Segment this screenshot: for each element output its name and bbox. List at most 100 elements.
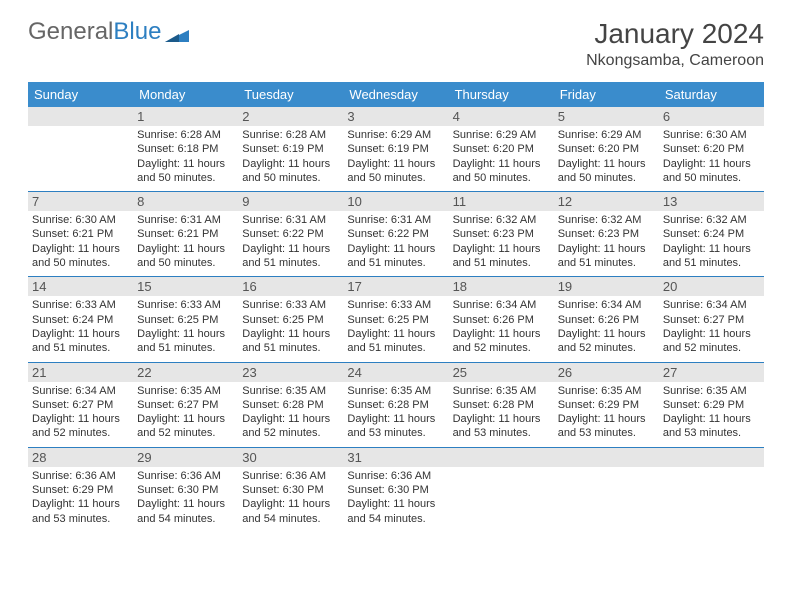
day-details: Sunrise: 6:35 AMSunset: 6:28 PMDaylight:… bbox=[453, 384, 550, 441]
day-cell: 5 Sunrise: 6:29 AMSunset: 6:20 PMDaylight… bbox=[554, 107, 659, 191]
day-cell: 2 Sunrise: 6:28 AMSunset: 6:19 PMDaylight… bbox=[238, 107, 343, 191]
day-details: Sunrise: 6:36 AMSunset: 6:29 PMDaylight:… bbox=[32, 469, 129, 526]
day-number: 22 bbox=[133, 363, 238, 382]
day-cell: 19Sunrise: 6:34 AMSunset: 6:26 PMDayligh… bbox=[554, 277, 659, 361]
day-details: Sunrise: 6:34 AMSunset: 6:27 PMDaylight:… bbox=[32, 384, 129, 441]
day-cell: 6Sunrise: 6:30 AMSunset: 6:20 PMDaylight… bbox=[659, 107, 764, 191]
day-details: Sunrise: 6:32 AMSunset: 6:23 PMDaylight:… bbox=[453, 213, 550, 270]
day-number: . bbox=[659, 448, 764, 467]
day-cell: 3 Sunrise: 6:29 AMSunset: 6:19 PMDaylight… bbox=[343, 107, 448, 191]
day-number: 21 bbox=[28, 363, 133, 382]
day-number: 5 bbox=[554, 107, 659, 126]
day-cell: 17Sunrise: 6:33 AMSunset: 6:25 PMDayligh… bbox=[343, 277, 448, 361]
day-cell: . bbox=[449, 448, 554, 532]
day-details: Sunrise: 6:31 AMSunset: 6:22 PMDaylight:… bbox=[347, 213, 444, 270]
day-cell: 1 Sunrise: 6:28 AMSunset: 6:18 PMDaylight… bbox=[133, 107, 238, 191]
logo-text-general: General bbox=[28, 18, 113, 46]
day-cell: 20Sunrise: 6:34 AMSunset: 6:27 PMDayligh… bbox=[659, 277, 764, 361]
week-row: 21 Sunrise: 6:34 AMSunset: 6:27 PMDayligh… bbox=[28, 363, 764, 448]
week-row: 28 Sunrise: 6:36 AMSunset: 6:29 PMDayligh… bbox=[28, 448, 764, 532]
day-cell: 4 Sunrise: 6:29 AMSunset: 6:20 PMDaylight… bbox=[449, 107, 554, 191]
day-of-week-header: SundayMondayTuesdayWednesdayThursdayFrid… bbox=[28, 82, 764, 107]
day-details: Sunrise: 6:28 AMSunset: 6:18 PMDaylight:… bbox=[137, 128, 234, 185]
day-details: Sunrise: 6:31 AMSunset: 6:21 PMDaylight:… bbox=[137, 213, 234, 270]
day-details: Sunrise: 6:34 AMSunset: 6:26 PMDaylight:… bbox=[453, 298, 550, 355]
dow-friday: Friday bbox=[554, 82, 659, 107]
day-details: Sunrise: 6:32 AMSunset: 6:23 PMDaylight:… bbox=[558, 213, 655, 270]
day-cell: 9Sunrise: 6:31 AMSunset: 6:22 PMDaylight… bbox=[238, 192, 343, 276]
day-details: Sunrise: 6:35 AMSunset: 6:29 PMDaylight:… bbox=[663, 384, 760, 441]
day-cell: 14 Sunrise: 6:33 AMSunset: 6:24 PMDayligh… bbox=[28, 277, 133, 361]
day-number: 18 bbox=[449, 277, 554, 296]
day-number: . bbox=[554, 448, 659, 467]
dow-tuesday: Tuesday bbox=[238, 82, 343, 107]
day-number: 29 bbox=[133, 448, 238, 467]
day-number: . bbox=[449, 448, 554, 467]
month-title: January 2024 bbox=[586, 18, 764, 50]
day-cell: 27 Sunrise: 6:35 AMSunset: 6:29 PMDayligh… bbox=[659, 363, 764, 447]
day-cell: 13 Sunrise: 6:32 AMSunset: 6:24 PMDayligh… bbox=[659, 192, 764, 276]
week-row: 14 Sunrise: 6:33 AMSunset: 6:24 PMDayligh… bbox=[28, 277, 764, 362]
day-number: 1 bbox=[133, 107, 238, 126]
location: Nkongsamba, Cameroon bbox=[586, 52, 764, 70]
day-details: Sunrise: 6:29 AMSunset: 6:19 PMDaylight:… bbox=[347, 128, 444, 185]
day-details: Sunrise: 6:30 AMSunset: 6:20 PMDaylight:… bbox=[663, 128, 760, 185]
day-number: 12 bbox=[554, 192, 659, 211]
day-cell: . bbox=[28, 107, 133, 191]
day-number: 31 bbox=[343, 448, 448, 467]
day-details: Sunrise: 6:33 AMSunset: 6:25 PMDaylight:… bbox=[347, 298, 444, 355]
day-cell: 15 Sunrise: 6:33 AMSunset: 6:25 PMDayligh… bbox=[133, 277, 238, 361]
day-details: Sunrise: 6:33 AMSunset: 6:25 PMDaylight:… bbox=[137, 298, 234, 355]
day-cell: 25 Sunrise: 6:35 AMSunset: 6:28 PMDayligh… bbox=[449, 363, 554, 447]
dow-sunday: Sunday bbox=[28, 82, 133, 107]
dow-thursday: Thursday bbox=[449, 82, 554, 107]
day-number: 23 bbox=[238, 363, 343, 382]
day-details: Sunrise: 6:28 AMSunset: 6:19 PMDaylight:… bbox=[242, 128, 339, 185]
day-number: 16 bbox=[238, 277, 343, 296]
day-cell: . bbox=[554, 448, 659, 532]
day-details: Sunrise: 6:33 AMSunset: 6:25 PMDaylight:… bbox=[242, 298, 339, 355]
day-cell: 23Sunrise: 6:35 AMSunset: 6:28 PMDayligh… bbox=[238, 363, 343, 447]
day-cell: 28 Sunrise: 6:36 AMSunset: 6:29 PMDayligh… bbox=[28, 448, 133, 532]
day-number: 26 bbox=[554, 363, 659, 382]
day-cell: 21 Sunrise: 6:34 AMSunset: 6:27 PMDayligh… bbox=[28, 363, 133, 447]
day-number: 4 bbox=[449, 107, 554, 126]
day-number: 15 bbox=[133, 277, 238, 296]
day-cell: 11 Sunrise: 6:32 AMSunset: 6:23 PMDayligh… bbox=[449, 192, 554, 276]
day-number: 28 bbox=[28, 448, 133, 467]
day-cell: 7Sunrise: 6:30 AMSunset: 6:21 PMDaylight… bbox=[28, 192, 133, 276]
day-cell: 10 Sunrise: 6:31 AMSunset: 6:22 PMDayligh… bbox=[343, 192, 448, 276]
day-number: 25 bbox=[449, 363, 554, 382]
day-cell: 22 Sunrise: 6:35 AMSunset: 6:27 PMDayligh… bbox=[133, 363, 238, 447]
dow-saturday: Saturday bbox=[659, 82, 764, 107]
day-number: 10 bbox=[343, 192, 448, 211]
day-details: Sunrise: 6:35 AMSunset: 6:27 PMDaylight:… bbox=[137, 384, 234, 441]
day-number: 14 bbox=[28, 277, 133, 296]
day-number: 8 bbox=[133, 192, 238, 211]
week-row: .1 Sunrise: 6:28 AMSunset: 6:18 PMDayligh… bbox=[28, 107, 764, 192]
day-details: Sunrise: 6:30 AMSunset: 6:21 PMDaylight:… bbox=[32, 213, 129, 270]
day-details: Sunrise: 6:36 AMSunset: 6:30 PMDaylight:… bbox=[137, 469, 234, 526]
day-details: Sunrise: 6:29 AMSunset: 6:20 PMDaylight:… bbox=[453, 128, 550, 185]
logo-triangle-icon bbox=[165, 21, 189, 39]
week-row: 7Sunrise: 6:30 AMSunset: 6:21 PMDaylight… bbox=[28, 192, 764, 277]
day-details: Sunrise: 6:33 AMSunset: 6:24 PMDaylight:… bbox=[32, 298, 129, 355]
day-number: 3 bbox=[343, 107, 448, 126]
day-cell: 18 Sunrise: 6:34 AMSunset: 6:26 PMDayligh… bbox=[449, 277, 554, 361]
day-cell: 29 Sunrise: 6:36 AMSunset: 6:30 PMDayligh… bbox=[133, 448, 238, 532]
day-number: 13 bbox=[659, 192, 764, 211]
day-details: Sunrise: 6:35 AMSunset: 6:29 PMDaylight:… bbox=[558, 384, 655, 441]
day-cell: 8 Sunrise: 6:31 AMSunset: 6:21 PMDaylight… bbox=[133, 192, 238, 276]
day-cell: 30Sunrise: 6:36 AMSunset: 6:30 PMDayligh… bbox=[238, 448, 343, 532]
day-number: 24 bbox=[343, 363, 448, 382]
calendar: SundayMondayTuesdayWednesdayThursdayFrid… bbox=[28, 82, 764, 532]
day-details: Sunrise: 6:32 AMSunset: 6:24 PMDaylight:… bbox=[663, 213, 760, 270]
day-number: 2 bbox=[238, 107, 343, 126]
day-number: 11 bbox=[449, 192, 554, 211]
day-number: 27 bbox=[659, 363, 764, 382]
logo: GeneralBlue bbox=[28, 18, 189, 46]
day-number: 19 bbox=[554, 277, 659, 296]
day-details: Sunrise: 6:36 AMSunset: 6:30 PMDaylight:… bbox=[347, 469, 444, 526]
logo-text-blue: Blue bbox=[113, 18, 161, 46]
day-details: Sunrise: 6:29 AMSunset: 6:20 PMDaylight:… bbox=[558, 128, 655, 185]
